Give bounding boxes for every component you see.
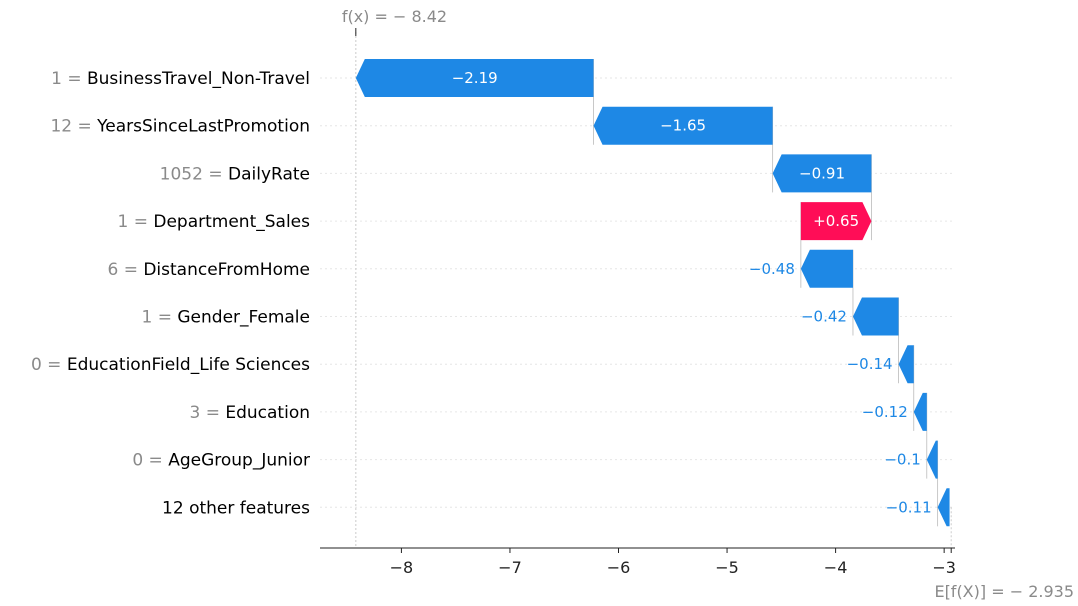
x-tick-label: −5 [715,558,739,577]
feature-name: DailyRate [228,164,310,184]
bar-negative [937,488,950,527]
feature-value: 12 = [50,117,97,137]
feature-label: 6 = DistanceFromHome [107,260,310,280]
feature-name: YearsSinceLastPromotion [96,117,310,137]
feature-name: DistanceFromHome [143,260,310,280]
x-tick-label: −8 [390,558,414,577]
feature-labels: 1 = BusinessTravel_Non-Travel 12 = YearsS… [31,69,310,518]
bar-negative [800,249,853,288]
bar-value-label: −1.65 [660,117,706,135]
feature-name: Education [225,403,310,423]
bar-value-label: −0.91 [799,164,845,182]
bar-negative [852,297,899,336]
bar-value-label: −0.48 [749,260,795,278]
x-tick-label: −7 [498,558,522,577]
feature-label: 1 = Department_Sales [118,212,311,232]
bar-negative [926,440,938,479]
bar-negative [593,106,773,145]
feature-value: 1 = [118,212,154,232]
bar-value-label: −0.14 [847,355,893,373]
bar-negative [355,59,594,97]
bar-value-label: −0.12 [862,403,908,421]
annotations: f(x) = − 8.42 E[f(X)] = − 2.935 [342,7,1074,601]
feature-value: 1052 = [160,164,228,184]
bar-value-label: −0.1 [884,451,920,469]
x-axis: −8 −7 −6 −5 −4 −3 [320,547,956,577]
feature-value: 1 = [51,69,87,89]
feature-name: Department_Sales [153,212,310,232]
feature-name: 12 other features [162,498,310,518]
bar-value-label: −0.11 [886,498,932,516]
feature-value: 0 = [31,355,67,375]
feature-label: 12 = YearsSinceLastPromotion [50,117,310,137]
feature-name: EducationField_Life Sciences [67,355,310,375]
bar-positive [800,202,872,241]
bar-negative [898,345,914,384]
bar-value-label: −0.42 [801,308,847,326]
fx-annotation: f(x) = − 8.42 [342,7,447,26]
feature-label: 0 = AgeGroup_Junior [132,451,310,471]
feature-label: 0 = EducationField_Life Sciences [31,355,310,375]
bar-value-label: −2.19 [452,69,498,87]
x-tick-label: −6 [607,558,631,577]
feature-value: 3 = [189,403,225,423]
bars: −2.19 −1.65 −0.91 +0.65 −0.48 −0.42 −0.14 −0.12… [355,59,950,527]
feature-label: 1 = BusinessTravel_Non-Travel [51,69,310,89]
feature-label: 1052 = DailyRate [160,164,310,184]
x-tick-label: −3 [932,558,956,577]
bar-negative [772,154,872,193]
bar-negative [913,392,927,431]
feature-value: 1 = [142,308,178,328]
ex-annotation: E[f(X)] = − 2.935 [934,582,1074,601]
feature-value: 6 = [107,260,143,280]
x-tick-label: −4 [824,558,848,577]
bar-value-label: +0.65 [813,212,859,230]
feature-label: 3 = Education [189,403,310,423]
feature-name: BusinessTravel_Non-Travel [87,69,310,89]
feature-label: 1 = Gender_Female [142,308,311,328]
feature-name: AgeGroup_Junior [168,451,310,471]
feature-label: 12 other features [162,498,310,518]
feature-value: 0 = [132,451,168,471]
feature-name: Gender_Female [177,308,310,328]
